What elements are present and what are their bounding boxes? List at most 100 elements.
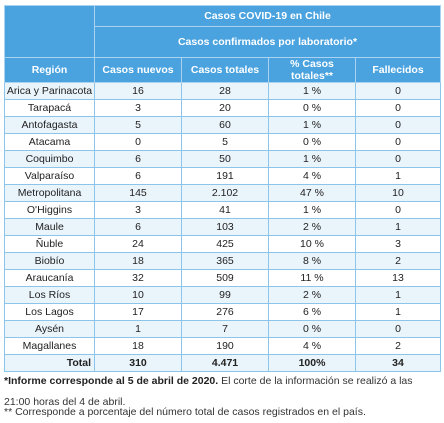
table-row: Aysén 1 7 0 % 0 (4, 320, 441, 338)
row-total-cases: 365 (181, 252, 269, 270)
row-new-cases: 6 (94, 150, 182, 168)
row-percent-total: 4 % (268, 337, 356, 355)
table-row: Arica y Parinacota 16 28 1 % 0 (4, 82, 441, 100)
row-new-cases: 3 (94, 201, 182, 219)
table-row: Maule 6 103 2 % 1 (4, 218, 441, 236)
row-region: O'Higgins (4, 201, 95, 219)
row-deaths: 0 (355, 99, 441, 117)
row-new-cases: 24 (94, 235, 182, 253)
row-region: Coquimbo (4, 150, 95, 168)
row-total-cases: 425 (181, 235, 269, 253)
row-new-cases: 1 (94, 320, 182, 338)
row-total-cases: 28 (181, 82, 269, 100)
row-deaths: 1 (355, 167, 441, 185)
row-total-cases: 2.102 (181, 184, 269, 202)
row-percent-total: 2 % (268, 218, 356, 236)
total-percent: 100% (268, 354, 356, 372)
row-region: Metropolitana (4, 184, 95, 202)
row-region: Atacama (4, 133, 95, 151)
row-deaths: 0 (355, 201, 441, 219)
row-deaths: 0 (355, 82, 441, 100)
row-percent-total: 2 % (268, 286, 356, 304)
table-subtitle: Casos confirmados por laboratorio* (94, 26, 441, 58)
row-percent-total: 1 % (268, 150, 356, 168)
row-total-cases: 509 (181, 269, 269, 287)
row-region: Araucanía (4, 269, 95, 287)
table-row: Los Lagos 17 276 6 % 1 (4, 303, 441, 321)
footnote-1: *Informe corresponde al 5 de abril de 20… (4, 371, 440, 413)
column-header-deaths: Fallecidos (355, 57, 441, 83)
covid-cases-table: Casos COVID-19 en Chile Casos confirmado… (4, 5, 441, 372)
row-total-cases: 41 (181, 201, 269, 219)
row-percent-total: 10 % (268, 235, 356, 253)
table-title: Casos COVID-19 en Chile (94, 5, 441, 27)
row-percent-total: 0 % (268, 133, 356, 151)
row-new-cases: 0 (94, 133, 182, 151)
row-total-cases: 190 (181, 337, 269, 355)
row-region: Antofagasta (4, 116, 95, 134)
row-deaths: 0 (355, 150, 441, 168)
table-row: Atacama 0 5 0 % 0 (4, 133, 441, 151)
row-deaths: 13 (355, 269, 441, 287)
row-new-cases: 10 (94, 286, 182, 304)
table-row: Metropolitana 145 2.102 47 % 10 (4, 184, 441, 202)
row-new-cases: 16 (94, 82, 182, 100)
row-region: Aysén (4, 320, 95, 338)
row-total-cases: 103 (181, 218, 269, 236)
row-new-cases: 6 (94, 218, 182, 236)
row-new-cases: 18 (94, 252, 182, 270)
row-region: Maule (4, 218, 95, 236)
row-percent-total: 47 % (268, 184, 356, 202)
row-region: Tarapacá (4, 99, 95, 117)
row-deaths: 2 (355, 252, 441, 270)
table-row: Coquimbo 6 50 1 % 0 (4, 150, 441, 168)
total-new-cases: 310 (94, 354, 182, 372)
row-percent-total: 6 % (268, 303, 356, 321)
table-row: Biobío 18 365 8 % 2 (4, 252, 441, 270)
row-percent-total: 4 % (268, 167, 356, 185)
table-body: Arica y Parinacota 16 28 1 % 0 Tarapacá 3 20 0 %… (4, 82, 441, 355)
row-new-cases: 18 (94, 337, 182, 355)
total-row: Total 310 4.471 100% 34 (4, 354, 441, 372)
row-percent-total: 11 % (268, 269, 356, 287)
table-row: Magallanes 18 190 4 % 2 (4, 337, 441, 355)
row-region: Ñuble (4, 235, 95, 253)
row-total-cases: 60 (181, 116, 269, 134)
row-deaths: 10 (355, 184, 441, 202)
footnote-1-text: El corte de la información se realizó a … (4, 375, 413, 408)
row-total-cases: 99 (181, 286, 269, 304)
row-deaths: 1 (355, 218, 441, 236)
row-percent-total: 1 % (268, 201, 356, 219)
row-region: Biobío (4, 252, 95, 270)
row-new-cases: 145 (94, 184, 182, 202)
row-percent-total: 8 % (268, 252, 356, 270)
table-row: Tarapacá 3 20 0 % 0 (4, 99, 441, 117)
total-deaths: 34 (355, 354, 441, 372)
table-row: Araucanía 32 509 11 % 13 (4, 269, 441, 287)
row-region: Valparaíso (4, 167, 95, 185)
row-deaths: 1 (355, 303, 441, 321)
total-cases: 4.471 (181, 354, 269, 372)
row-total-cases: 5 (181, 133, 269, 151)
row-region: Arica y Parinacota (4, 82, 95, 100)
table-row: Antofagasta 5 60 1 % 0 (4, 116, 441, 134)
row-new-cases: 32 (94, 269, 182, 287)
row-total-cases: 191 (181, 167, 269, 185)
footnote-1-bold: *Informe corresponde al 5 de abril de 20… (4, 375, 219, 387)
row-deaths: 0 (355, 133, 441, 151)
row-new-cases: 5 (94, 116, 182, 134)
row-total-cases: 50 (181, 150, 269, 168)
covid-table-container: Casos COVID-19 en Chile Casos confirmado… (4, 5, 441, 372)
column-header-total-cases: Casos totales (181, 57, 269, 83)
row-total-cases: 7 (181, 320, 269, 338)
row-percent-total: 0 % (268, 99, 356, 117)
row-deaths: 0 (355, 320, 441, 338)
total-label: Total (4, 354, 95, 372)
row-percent-total: 1 % (268, 116, 356, 134)
row-percent-total: 1 % (268, 82, 356, 100)
row-total-cases: 276 (181, 303, 269, 321)
footnote-2: ** Corresponde a porcentaje del número t… (4, 406, 366, 418)
header-corner (4, 5, 95, 58)
row-percent-total: 0 % (268, 320, 356, 338)
table-row: Ñuble 24 425 10 % 3 (4, 235, 441, 253)
